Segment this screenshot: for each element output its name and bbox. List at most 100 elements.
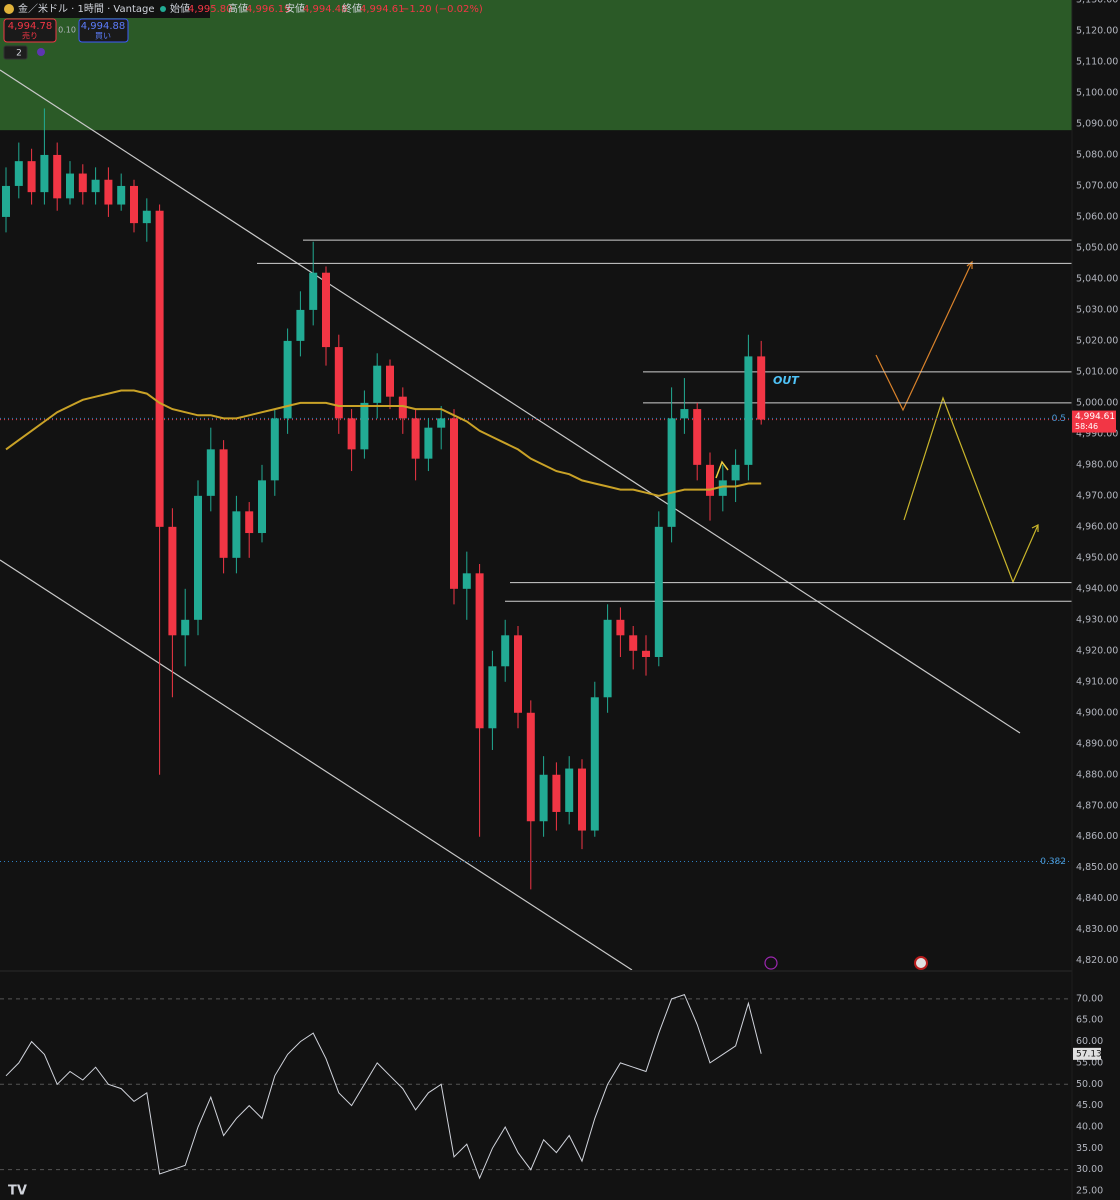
candle-body bbox=[373, 365, 382, 403]
rsi-tick-label: 50.00 bbox=[1076, 1079, 1103, 1090]
last-price-label: 4,994.61 bbox=[1075, 412, 1115, 422]
sell-price: 4,994.78 bbox=[8, 21, 53, 32]
header-bg bbox=[0, 0, 210, 18]
candle-body bbox=[718, 480, 727, 496]
buy-price: 4,994.88 bbox=[81, 21, 126, 32]
arrow-head bbox=[1031, 524, 1039, 532]
candle-body bbox=[194, 495, 202, 620]
arrow-mark bbox=[715, 460, 729, 479]
candle-body bbox=[117, 185, 126, 205]
y-tick-label: 5,060.00 bbox=[1076, 211, 1118, 222]
candle-body bbox=[91, 179, 100, 193]
y-tick-label: 4,840.00 bbox=[1076, 893, 1118, 904]
candle-body bbox=[347, 418, 356, 450]
candle-body bbox=[680, 409, 689, 419]
candle-body bbox=[514, 635, 522, 713]
candle-body bbox=[706, 464, 714, 496]
y-tick-label: 4,920.00 bbox=[1076, 645, 1118, 656]
mark-layer: 0.5 0.382 OUT bbox=[0, 108, 1072, 890]
y-tick-label: 4,960.00 bbox=[1076, 521, 1118, 532]
y-tick-label: 5,000.00 bbox=[1076, 397, 1118, 408]
y-tick-label: 5,050.00 bbox=[1076, 242, 1118, 253]
candle-body bbox=[142, 210, 151, 224]
buy-button[interactable] bbox=[78, 18, 129, 43]
rsi-last-label: 57.13 bbox=[1076, 1049, 1102, 1059]
rsi-tick-label: 45.00 bbox=[1076, 1100, 1103, 1111]
ohlc-label: 終値 bbox=[342, 2, 362, 15]
trend-line bbox=[0, 69, 1021, 734]
ohlc-label: 始値 bbox=[170, 2, 190, 15]
y-tick-label: 4,880.00 bbox=[1076, 769, 1118, 780]
y-tick-label: 5,080.00 bbox=[1076, 149, 1118, 160]
candle-body bbox=[78, 173, 87, 193]
candle-body bbox=[552, 774, 561, 812]
supply-zone bbox=[0, 0, 1072, 131]
sell-button[interactable] bbox=[3, 18, 57, 43]
candle-body bbox=[501, 635, 510, 667]
logo: TV bbox=[8, 1184, 27, 1199]
y-tick-label: 4,860.00 bbox=[1076, 831, 1118, 842]
indicator-toggle[interactable] bbox=[3, 45, 28, 60]
candle-body bbox=[66, 173, 74, 199]
rsi-line bbox=[5, 993, 762, 1180]
candle-body bbox=[603, 619, 612, 698]
price-axis: 4,820.00 4,830.00 4,840.00 4,850.00 4,860.00… bbox=[1072, 0, 1118, 966]
status-dot bbox=[160, 6, 166, 12]
candle-body bbox=[181, 619, 190, 636]
ohlc-label: 安値 bbox=[285, 2, 305, 15]
event-icon[interactable] bbox=[764, 956, 778, 970]
candle-body bbox=[539, 774, 548, 822]
annotation: OUT bbox=[773, 374, 800, 387]
rsi-tick-label: 65.00 bbox=[1076, 1015, 1103, 1026]
y-tick-label: 5,020.00 bbox=[1076, 335, 1118, 346]
indicator-count: 2 bbox=[16, 49, 22, 59]
candle-body bbox=[258, 480, 266, 534]
y-tick-label: 4,950.00 bbox=[1076, 552, 1118, 563]
candle-body bbox=[334, 347, 343, 419]
buy-label: 買い bbox=[95, 32, 111, 41]
candle-body bbox=[475, 573, 484, 729]
candle-body bbox=[693, 409, 702, 465]
candle-body bbox=[283, 340, 292, 419]
countdown: 58:46 bbox=[1075, 422, 1098, 431]
candle-body bbox=[245, 511, 254, 534]
candle-body bbox=[616, 619, 625, 636]
ohlc-value: 4,994.48 bbox=[303, 4, 348, 15]
ohlc-label: 高値 bbox=[228, 2, 248, 15]
y-tick-label: 5,130.00 bbox=[1076, 0, 1118, 6]
change: −1.20 (−0.02%) bbox=[401, 4, 483, 15]
y-tick-label: 5,100.00 bbox=[1076, 87, 1118, 98]
y-tick-label: 4,900.00 bbox=[1076, 707, 1118, 718]
candle-body bbox=[398, 396, 407, 419]
candle-body bbox=[232, 511, 241, 558]
candle-body bbox=[642, 650, 650, 657]
y-tick-label: 4,930.00 bbox=[1076, 614, 1118, 625]
y-tick-label: 4,850.00 bbox=[1076, 862, 1118, 873]
candle-body bbox=[565, 768, 574, 812]
candle-body bbox=[322, 272, 330, 348]
candle-body bbox=[590, 697, 599, 831]
candle-body bbox=[731, 464, 740, 481]
rsi-tick-label: 30.00 bbox=[1076, 1164, 1103, 1175]
rsi-tick-label: 70.00 bbox=[1076, 993, 1103, 1004]
y-tick-label: 5,110.00 bbox=[1076, 56, 1118, 67]
y-tick-label: 5,010.00 bbox=[1076, 366, 1118, 377]
candle-body bbox=[219, 449, 228, 558]
candle-body bbox=[53, 154, 62, 199]
event-icon[interactable] bbox=[914, 956, 928, 970]
y-tick-label: 4,970.00 bbox=[1076, 490, 1118, 501]
rsi-last-tag bbox=[1073, 1047, 1101, 1060]
ohlc-value: 4,994.61 bbox=[360, 4, 405, 15]
candle-body bbox=[526, 712, 535, 822]
trend-line bbox=[0, 559, 633, 970]
candle-body bbox=[2, 185, 10, 217]
y-tick-label: 4,820.00 bbox=[1076, 955, 1118, 966]
indicator-icon[interactable] bbox=[37, 48, 45, 56]
candle-body bbox=[130, 185, 138, 224]
rsi-tick-label: 35.00 bbox=[1076, 1143, 1103, 1154]
candle-body bbox=[206, 449, 215, 496]
projection-path bbox=[903, 396, 1039, 584]
fib-label: 0.5 bbox=[1052, 414, 1066, 424]
